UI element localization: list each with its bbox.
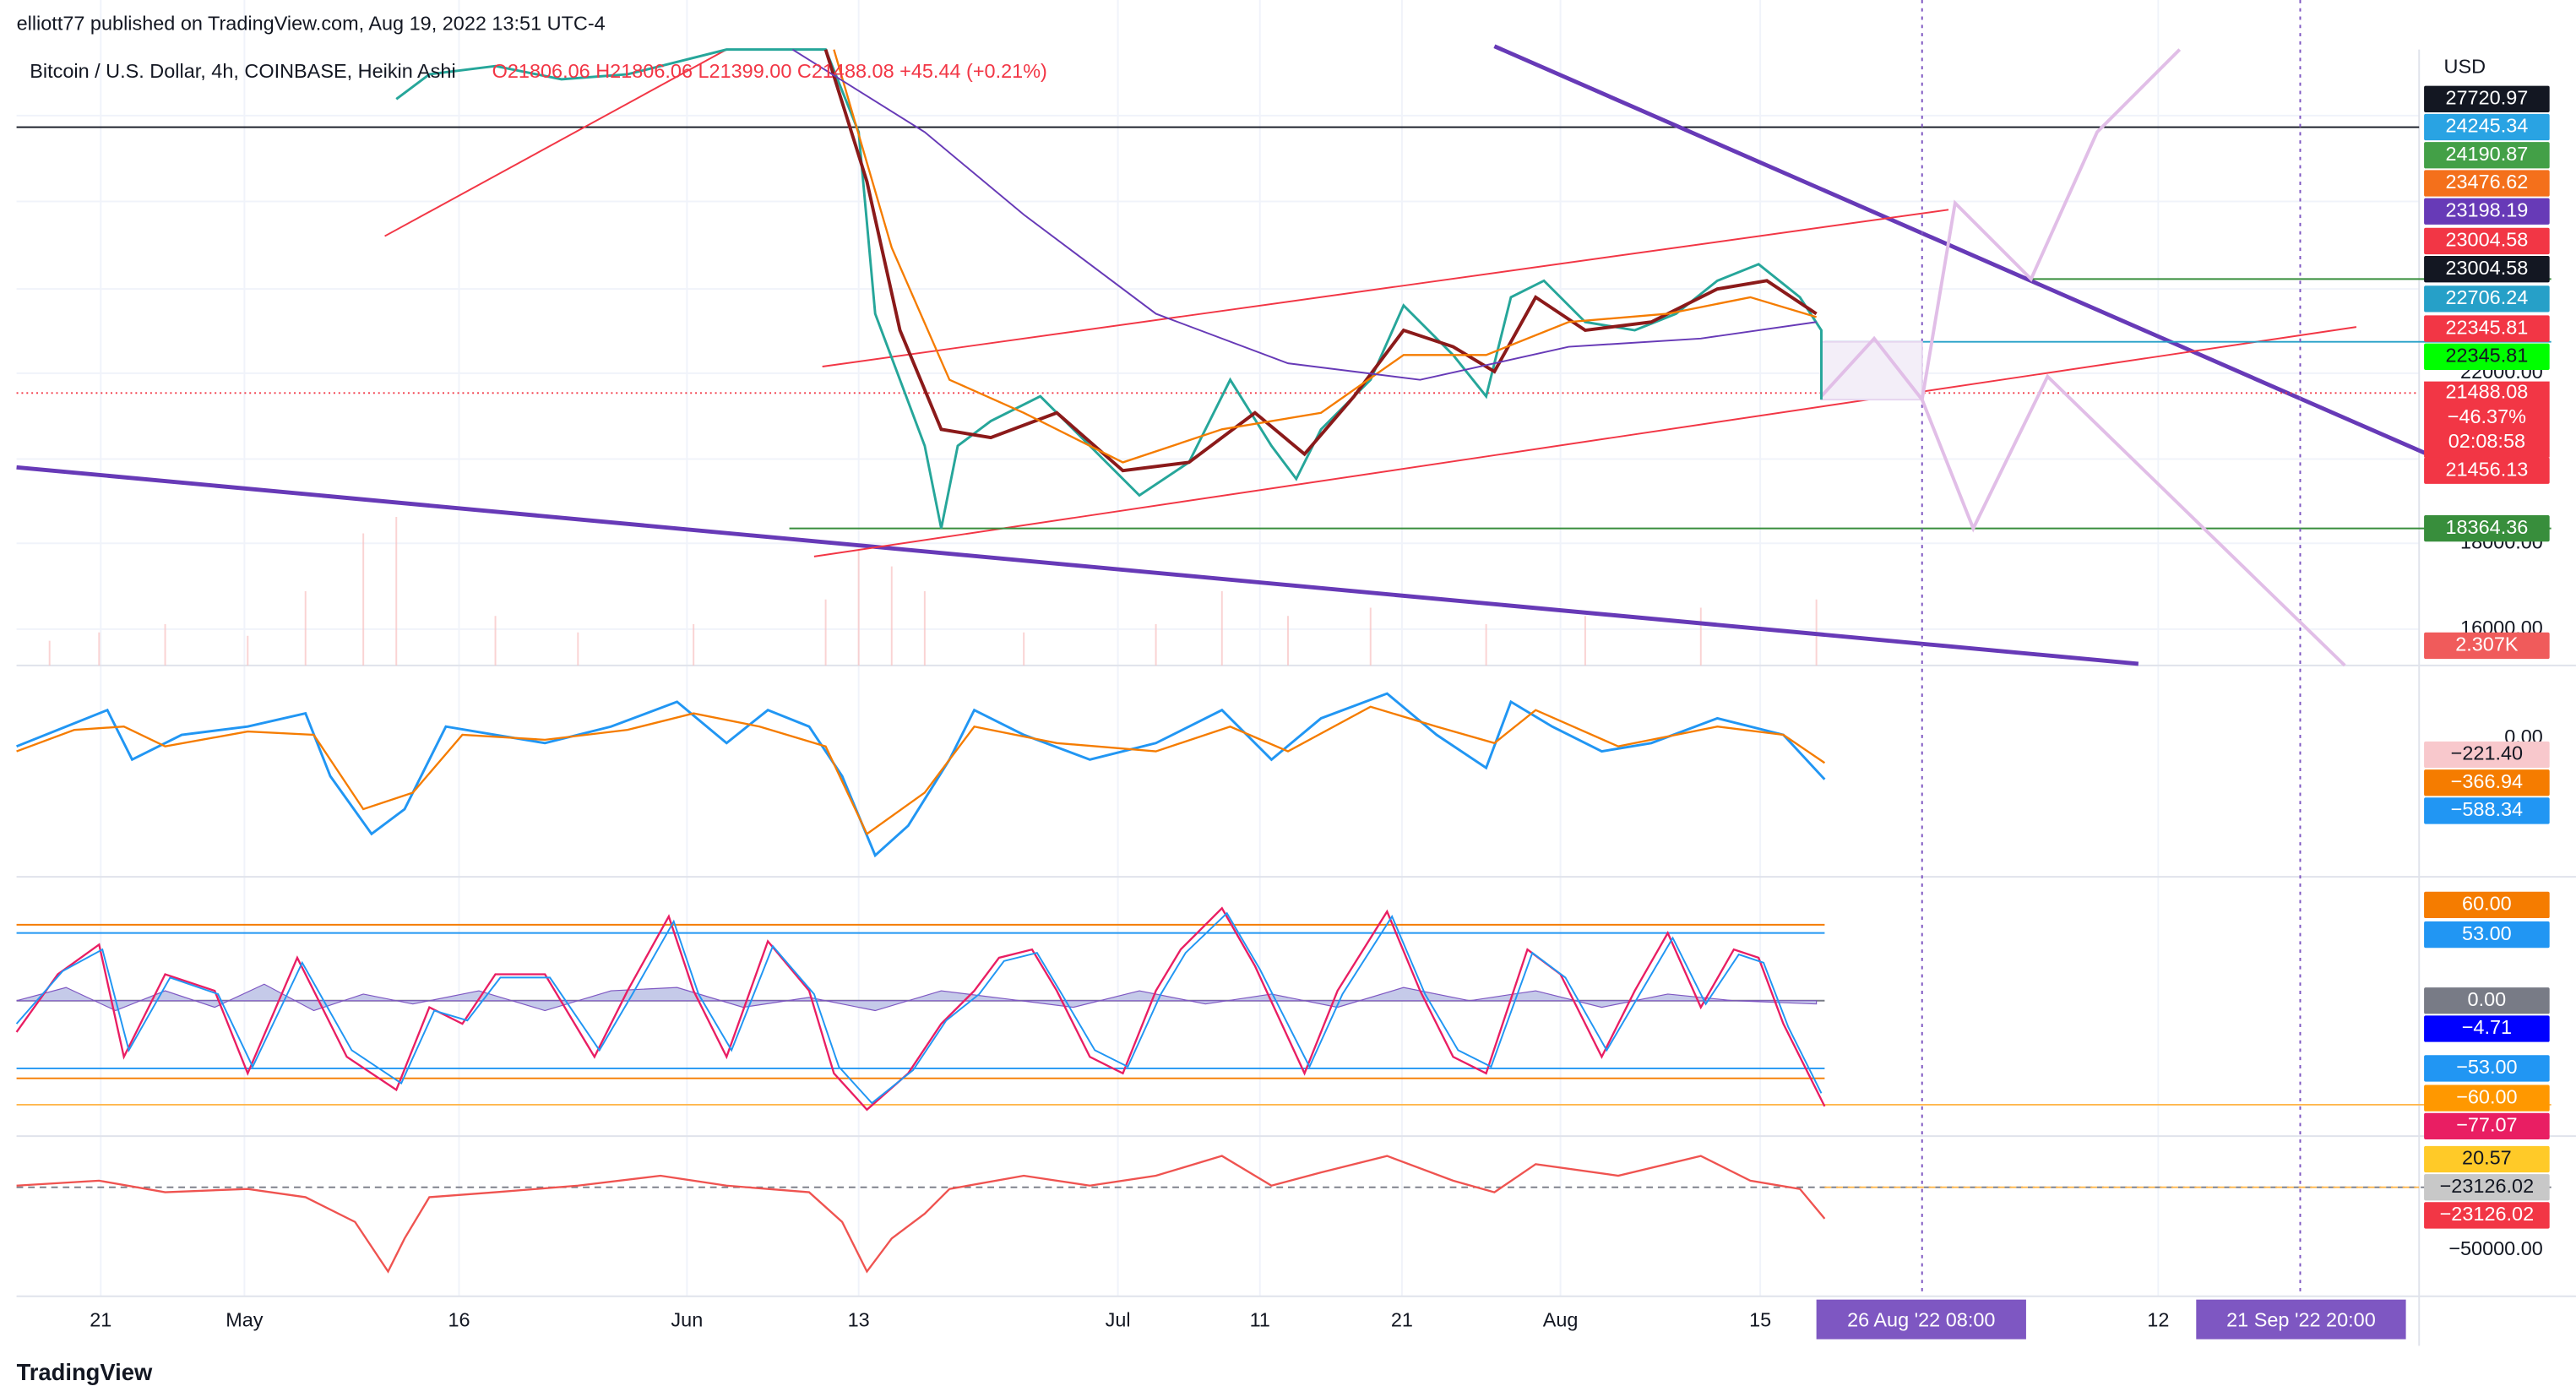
publisher: elliott77 published on TradingView.com, …: [17, 13, 606, 35]
price-label-box: [2424, 227, 2550, 255]
last-price: 21488.08: [2445, 381, 2528, 403]
price-label: 22706.24: [2445, 286, 2528, 308]
price-label: −23126.02: [2440, 1175, 2535, 1197]
time-label: May: [226, 1308, 264, 1330]
price-label-box: [2424, 315, 2550, 342]
price-label-box: [2424, 113, 2550, 141]
time-label: 21: [90, 1308, 111, 1330]
price-label: 27720.97: [2445, 87, 2528, 109]
price-label: −60.00: [2456, 1085, 2517, 1107]
price-label: 24190.87: [2445, 143, 2528, 165]
price-label: −53.00: [2456, 1056, 2517, 1078]
time-label: Jun: [671, 1308, 703, 1330]
last-price-box: [2424, 381, 2550, 458]
price-label: 60.00: [2462, 893, 2512, 915]
time-label: 16: [448, 1308, 470, 1330]
time-label: 21: [1391, 1308, 1413, 1330]
price-label: 18364.36: [2445, 516, 2528, 538]
price-label: −4.71: [2462, 1016, 2512, 1038]
price-label-box: [2424, 741, 2550, 769]
price-label: 24245.34: [2445, 115, 2528, 137]
scale-labels: 22000.0018000.0016000.000.00−50000.00277…: [90, 85, 2550, 1340]
price-label-box: [2424, 256, 2550, 283]
price-label-box: [2424, 987, 2550, 1014]
time-label: 11: [1250, 1308, 1270, 1330]
time-label: 15: [1749, 1308, 1771, 1330]
price-label-box: [2424, 285, 2550, 313]
price-label: 23004.58: [2445, 229, 2528, 251]
brand: TradingView: [17, 1359, 153, 1385]
price-label-box: [2424, 1055, 2550, 1082]
time-label: Aug: [1543, 1308, 1579, 1330]
last-price: 02:08:58: [2448, 430, 2525, 452]
price-label-box: [2424, 891, 2550, 919]
price-label: 22345.81: [2445, 345, 2528, 367]
last-price: −46.37%: [2448, 405, 2526, 427]
time-label: 13: [848, 1308, 870, 1330]
price-label: 0.00: [2468, 988, 2507, 1010]
ohlc: O21806.06 H21806.06 L21399.00 C21488.08 …: [492, 60, 1047, 82]
price-label-box: [2424, 85, 2550, 112]
time-label: 12: [2147, 1308, 2169, 1330]
price-label-box: [2424, 457, 2550, 484]
price-label: 53.00: [2462, 922, 2512, 944]
price-label: −23126.02: [2440, 1203, 2535, 1225]
price-label: 2.307K: [2455, 633, 2519, 655]
price-label: −221.40: [2451, 742, 2523, 764]
price-label: −366.94: [2451, 770, 2523, 792]
price-label-box: [2424, 1084, 2550, 1112]
time-marker-box: [1816, 1299, 2026, 1340]
price-label-box: [2424, 632, 2550, 660]
price-label-box: [2424, 1145, 2550, 1173]
time-marker-box: [2196, 1299, 2406, 1340]
price-label: −588.34: [2451, 798, 2523, 820]
price-label: 23476.62: [2445, 171, 2528, 193]
currency: USD: [2444, 55, 2486, 77]
price-label: 21456.13: [2445, 458, 2528, 480]
price-label: 22345.81: [2445, 316, 2528, 338]
price-label: 20.57: [2462, 1147, 2512, 1169]
price-label: −77.07: [2456, 1114, 2517, 1136]
symbol: Bitcoin / U.S. Dollar, 4h, COINBASE, Hei…: [30, 60, 455, 82]
price-label-box: [2424, 769, 2550, 796]
time-marker: 26 Aug '22 08:00: [1847, 1308, 1995, 1330]
price-label-box: [2424, 170, 2550, 197]
price-label-box: [2424, 921, 2550, 949]
price-label-box: [2424, 198, 2550, 225]
price-label-box: [2424, 1015, 2550, 1042]
price-label-box: [2424, 514, 2550, 542]
price-label-box: [2424, 797, 2550, 824]
time-marker: 21 Sep '22 20:00: [2226, 1308, 2376, 1330]
price-label-box: [2424, 343, 2550, 370]
price-label-box: [2424, 1202, 2550, 1229]
price-label-box: [2424, 1112, 2550, 1140]
price-label-box: [2424, 142, 2550, 169]
chart-drawing: [15, 0, 2576, 1346]
time-label: Jul: [1106, 1308, 1131, 1330]
price-label-box: [2424, 1174, 2550, 1201]
axis-label: −50000.00: [2448, 1237, 2543, 1259]
price-label: 23198.19: [2445, 198, 2528, 220]
price-label: 23004.58: [2445, 257, 2528, 279]
